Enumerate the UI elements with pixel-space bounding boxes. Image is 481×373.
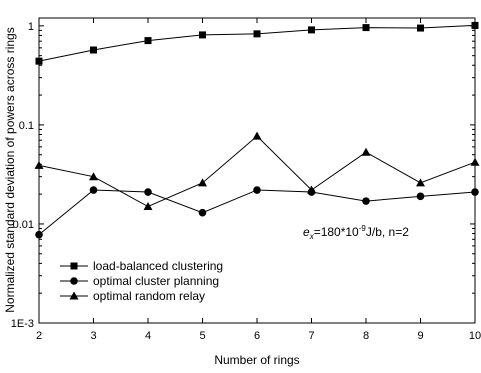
- data-point-series-1: [199, 31, 206, 39]
- data-point-series-2: [144, 188, 152, 196]
- data-point-series-2: [416, 192, 425, 201]
- data-point-series-3: [416, 178, 425, 187]
- data-point-series-1: [471, 21, 479, 29]
- x-tick-label: 10: [469, 330, 481, 342]
- data-point-series-1: [362, 24, 370, 32]
- annotation-base: e: [303, 225, 310, 239]
- annotation-tail: J/b, n=2: [366, 225, 409, 239]
- legend-marker-2: [70, 277, 78, 285]
- x-axis-label: Number of rings: [214, 353, 299, 367]
- y-tick-label: 1E-3: [11, 318, 34, 330]
- y-tick-label: 0.01: [13, 219, 34, 231]
- annotation-subscript: x: [309, 232, 315, 241]
- data-point-series-1: [90, 46, 97, 54]
- data-point-series-3: [89, 172, 98, 181]
- x-axis-ticks: 2 3 4 5 6 7 8 9 10: [36, 18, 481, 342]
- data-point-series-3: [470, 157, 480, 166]
- y-axis-ticks: 1E-3 0.01 0.1 1: [11, 21, 475, 330]
- x-tick-label: 6: [254, 330, 260, 342]
- x-tick-label: 8: [363, 330, 369, 342]
- data-point-series-3: [252, 131, 262, 140]
- data-point-series-2: [471, 188, 479, 196]
- data-point-series-1: [35, 57, 43, 65]
- data-point-series-2: [89, 186, 98, 194]
- x-tick-label: 2: [36, 330, 42, 342]
- data-point-series-1: [417, 24, 424, 32]
- data-point-series-3: [34, 160, 44, 169]
- data-point-series-1: [253, 30, 261, 38]
- annotation-superscript: -9: [359, 224, 367, 233]
- series-group: [34, 21, 480, 239]
- annotation-mid: =180*10: [314, 225, 359, 239]
- x-tick-label: 5: [199, 330, 205, 342]
- data-point-series-2: [362, 197, 370, 205]
- data-point-series-3: [361, 147, 371, 156]
- y-axis-label: Normalized standard deviation of powers …: [3, 27, 17, 312]
- data-point-series-1: [144, 37, 152, 45]
- series-line-2: [38, 189, 476, 236]
- data-point-series-1: [308, 26, 315, 34]
- x-tick-label: 9: [417, 330, 423, 342]
- y-tick-label: 0.1: [19, 120, 34, 132]
- annotation-text: ex=180*10-9J/b, n=2: [303, 224, 409, 241]
- data-point-series-2: [253, 186, 261, 194]
- y-tick-label: 1: [28, 21, 34, 33]
- x-tick-label: 3: [90, 330, 96, 342]
- legend-label-2: optimal cluster planning: [93, 274, 219, 288]
- legend-label-3: optimal random relay: [93, 289, 205, 303]
- legend-marker-1: [70, 262, 78, 270]
- x-tick-label: 4: [145, 330, 151, 342]
- data-point-series-2: [35, 230, 43, 239]
- data-point-series-3: [307, 185, 316, 194]
- legend-marker-3: [69, 291, 79, 300]
- x-tick-label: 7: [308, 330, 314, 342]
- legend-label-1: load-balanced clustering: [93, 259, 223, 273]
- data-point-series-3: [198, 178, 207, 187]
- data-point-series-2: [198, 208, 207, 217]
- data-point-series-3: [143, 202, 153, 211]
- series-line-3: [38, 135, 476, 208]
